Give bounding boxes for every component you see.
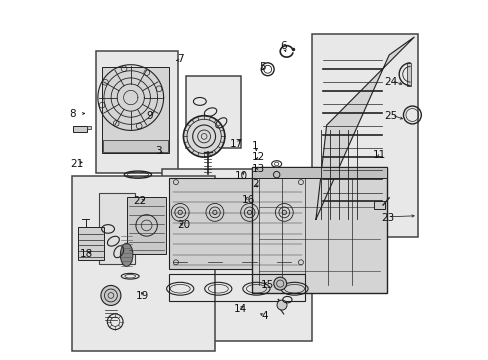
Circle shape bbox=[101, 285, 121, 305]
Bar bbox=[169, 274, 305, 301]
Text: 8: 8 bbox=[70, 109, 76, 119]
Text: 21: 21 bbox=[70, 159, 83, 169]
Text: 2: 2 bbox=[251, 179, 258, 189]
Bar bbox=[127, 197, 166, 254]
Text: 7: 7 bbox=[177, 54, 183, 64]
Text: 14: 14 bbox=[234, 303, 247, 314]
Bar bbox=[169, 178, 305, 269]
Bar bbox=[251, 167, 386, 293]
Text: 16: 16 bbox=[241, 195, 254, 204]
Bar bbox=[103, 140, 167, 152]
Ellipse shape bbox=[120, 243, 133, 266]
Bar bbox=[162, 169, 312, 341]
Text: 10: 10 bbox=[234, 171, 247, 181]
Text: 17: 17 bbox=[229, 139, 243, 149]
Text: 23: 23 bbox=[380, 212, 393, 222]
Bar bbox=[73, 126, 86, 132]
Bar bbox=[72, 176, 215, 351]
Text: 15: 15 bbox=[260, 280, 273, 291]
Bar bbox=[251, 167, 386, 178]
Text: 11: 11 bbox=[372, 150, 386, 160]
Text: 13: 13 bbox=[252, 163, 265, 174]
Text: 6: 6 bbox=[280, 41, 286, 51]
Bar bbox=[312, 33, 417, 237]
Text: 9: 9 bbox=[146, 111, 153, 121]
Bar bbox=[102, 67, 169, 153]
Text: 3: 3 bbox=[154, 146, 161, 156]
Text: 1: 1 bbox=[251, 141, 258, 151]
Bar bbox=[373, 202, 384, 208]
Circle shape bbox=[276, 300, 286, 310]
Bar bbox=[96, 51, 178, 173]
Text: 5: 5 bbox=[259, 63, 265, 72]
Text: 4: 4 bbox=[262, 311, 268, 321]
Text: 20: 20 bbox=[177, 220, 190, 230]
Text: 24: 24 bbox=[384, 77, 397, 87]
Polygon shape bbox=[315, 37, 413, 219]
Circle shape bbox=[183, 116, 224, 157]
Bar bbox=[185, 76, 241, 148]
Text: 19: 19 bbox=[136, 291, 149, 301]
Bar bbox=[78, 226, 104, 260]
Text: 18: 18 bbox=[80, 249, 93, 259]
Circle shape bbox=[273, 277, 286, 290]
Text: 25: 25 bbox=[384, 111, 397, 121]
Text: 22: 22 bbox=[133, 197, 146, 206]
Text: 12: 12 bbox=[252, 152, 265, 162]
Bar bbox=[406, 63, 410, 86]
Bar bbox=[86, 126, 91, 129]
Bar bbox=[99, 193, 135, 264]
